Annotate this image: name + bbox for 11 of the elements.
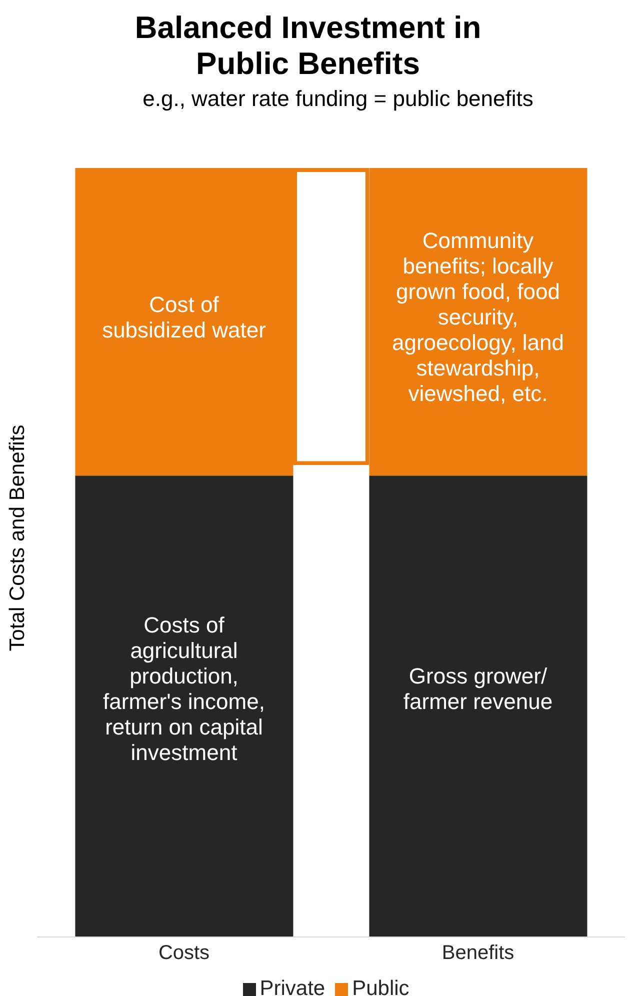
chart-title: Balanced Investment in Public Benefits [134,9,482,82]
y-axis-title: Total Costs and Benefits [6,423,30,653]
x-tick-label: Costs [158,942,210,964]
annotation: Gross grower/ farmer revenue [403,662,553,714]
chart-subtitle: e.g., water rate funding = public benefits [142,86,534,112]
annotation: Costs of agricultural production, farmer's income, return on capital investment [103,612,265,764]
legend-label: Public [352,977,410,996]
legend-label: Private [260,977,326,996]
x-tick-label: Benefits [442,942,514,964]
annotation: Cost of subsidized water [102,291,266,342]
annotation: Community benefits; locally grown food, food security, agroecology, land stewardship, viewshed, etc. [392,228,564,406]
